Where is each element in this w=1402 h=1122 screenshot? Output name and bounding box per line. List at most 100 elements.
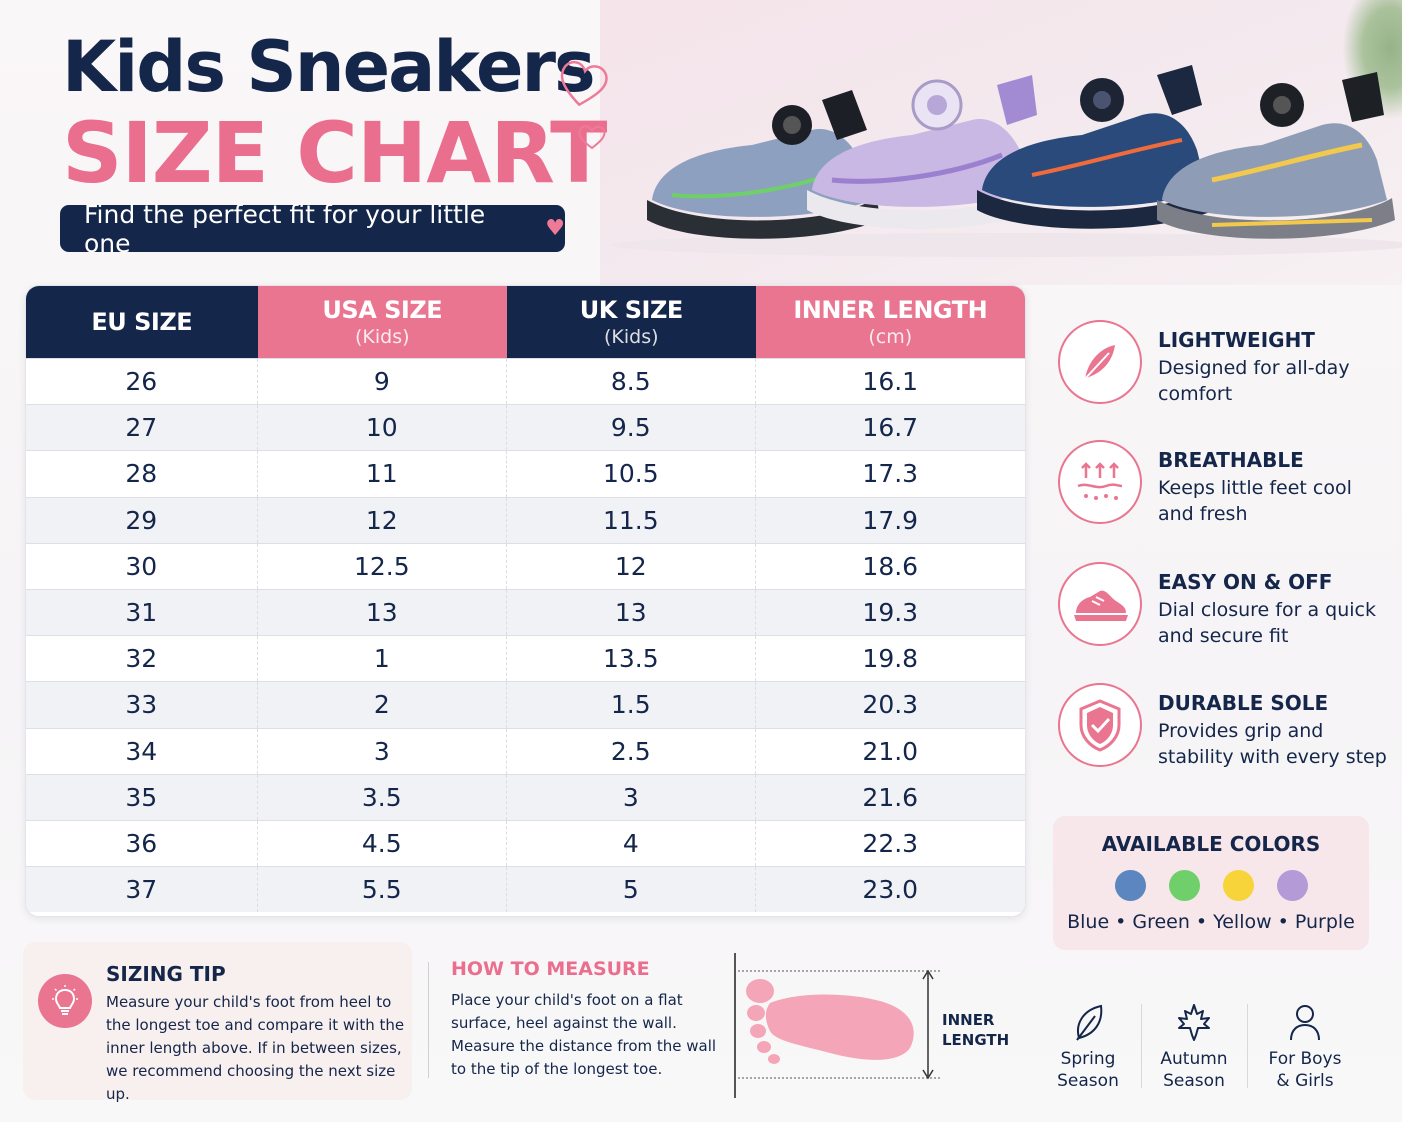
table-cell: 31 (26, 589, 258, 636)
feature-description: Dial closure for a quick and secure fit (1158, 599, 1376, 647)
column-header-uk: UK SIZE (Kids) (507, 286, 756, 358)
sneaker-icon (1074, 590, 1128, 621)
table-cell: 1 (258, 636, 508, 682)
table-row: 33 2 1.5 20.3 (26, 681, 1025, 728)
table-cell: 3 (258, 728, 508, 774)
table-cell: 35 (26, 774, 258, 820)
table-cell: 13 (258, 589, 508, 636)
tip-title: SIZING TIP (106, 962, 226, 986)
feather-icon (1082, 345, 1115, 382)
column-header-inner-length: INNER LENGTH (cm) (755, 286, 1025, 358)
color-name: Blue (1067, 911, 1110, 933)
table-cell: 1.5 (507, 682, 756, 728)
measure-line-1: Place your child's foot on a flat surfac… (451, 991, 683, 1032)
table-cell: 21.0 (862, 736, 919, 766)
color-names: Blue • Green • Yellow • Purple (1053, 911, 1369, 933)
feature-description: Keeps little feet cool and fresh (1158, 477, 1352, 525)
heart-icon: ♥ (545, 216, 565, 241)
table-cell: 4.5 (258, 820, 508, 867)
sizing-tip-panel: SIZING TIP Measure your child's foot fro… (23, 942, 412, 1103)
table-cell: 13.5 (507, 636, 756, 682)
table-cell: 5 (507, 867, 756, 913)
table-row: 29 12 11.5 17.9 (26, 496, 1025, 543)
table-cell: 16.1 (862, 367, 919, 397)
feature-description: Designed for all-day comfort (1158, 357, 1350, 405)
table-cell: 20.3 (862, 690, 919, 720)
color-name: Yellow (1213, 911, 1272, 933)
feature-title: DURABLE SOLE (1158, 691, 1329, 715)
feature-title: BREATHABLE (1158, 448, 1304, 472)
feature-breathable: BREATHABLE Keeps little feet cool and fr… (1058, 440, 1388, 530)
page-subtitle: SIZE CHART (62, 104, 607, 202)
colors-title: AVAILABLE COLORS (1101, 832, 1321, 856)
table-cell: 23.0 (862, 875, 919, 905)
color-swatch (1222, 870, 1254, 901)
heart-outline-small-icon (578, 125, 606, 150)
table-cell: 12 (258, 497, 508, 543)
tip-text: Measure your child's foot from heel to t… (106, 993, 405, 1103)
divider (428, 962, 429, 1078)
table-cell: 21.6 (862, 782, 919, 812)
divider (1247, 1004, 1248, 1088)
table-cell: 12.5 (258, 543, 508, 589)
table-cell: 11.5 (507, 497, 756, 543)
table-cell: 33 (26, 682, 258, 728)
table-cell: 19.8 (862, 644, 919, 674)
leaf-icon (1076, 1004, 1103, 1041)
table-cell: 16.7 (862, 413, 919, 443)
color-swatch (1168, 870, 1200, 901)
table-cell: 26 (26, 359, 258, 405)
table-cell: 30 (26, 543, 258, 589)
table-row: 28 11 10.5 17.3 (26, 450, 1025, 497)
table-row: 35 3.5 3 21.6 (26, 773, 1025, 820)
table-cell: 18.6 (862, 551, 919, 581)
table-cell: 32 (26, 636, 258, 682)
table-cell: 36 (26, 820, 258, 867)
table-cell: 2.5 (507, 728, 756, 774)
color-name: Green (1132, 911, 1190, 933)
table-cell: 19.3 (862, 598, 919, 628)
feature-easy-on-off: EASY ON & OFF Dial closure for a quick a… (1058, 562, 1388, 652)
measure-text: Place your child's foot on a flat surfac… (451, 989, 731, 1081)
for-boys-girls: For Boys & Girls (1255, 1000, 1355, 1092)
heart-outline-icon (560, 61, 608, 107)
size-table: EU SIZE USA SIZE (Kids) UK SIZE (Kids) I… (25, 285, 1026, 917)
table-row: 30 12.5 12 18.6 (26, 542, 1025, 589)
person-icon (1290, 1005, 1320, 1041)
sneakers-product-image (612, 65, 1402, 257)
table-row: 37 5.5 5 23.0 (26, 866, 1025, 913)
feature-title: EASY ON & OFF (1158, 570, 1333, 594)
divider (1141, 1004, 1142, 1088)
column-header-usa: USA SIZE (Kids) (257, 286, 508, 358)
table-row: 32 1 13.5 19.8 (26, 635, 1025, 682)
table-cell: 10 (258, 405, 508, 451)
table-row: 31 13 13 19.3 (26, 588, 1025, 636)
table-cell: 29 (26, 497, 258, 543)
lightbulb-icon (52, 985, 78, 1015)
color-name: Purple (1294, 911, 1355, 933)
feature-lightweight: LIGHTWEIGHT Designed for all-day comfort (1058, 320, 1388, 410)
feature-description: Provides grip and stability with every s… (1158, 720, 1387, 768)
available-colors-panel: AVAILABLE COLORS Blue • Green • Yellow • Purpl… (1053, 816, 1369, 950)
page-title: Kids Sneakers (62, 26, 596, 108)
feature-durable-sole: DURABLE SOLE Provides grip and stability… (1058, 683, 1388, 773)
season-autumn: Autumn Season (1144, 1000, 1244, 1092)
sneaker-navy (977, 65, 1215, 229)
table-cell: 12 (507, 543, 756, 589)
measure-title: HOW TO MEASURE (451, 958, 650, 980)
sneaker-yellow (1157, 72, 1395, 239)
table-cell: 4 (507, 820, 756, 867)
color-swatch (1276, 870, 1308, 901)
table-cell: 17.3 (862, 459, 919, 489)
feature-title: LIGHTWEIGHT (1158, 328, 1315, 352)
shield-check-icon (1079, 699, 1121, 752)
table-row: 36 4.5 4 22.3 (26, 819, 1025, 867)
season-spring: Spring Season (1038, 1000, 1138, 1092)
table-row: 26 9 8.5 16.1 (26, 358, 1025, 405)
table-cell: 13 (507, 589, 756, 636)
table-cell: 3.5 (258, 774, 508, 820)
table-cell: 2 (258, 682, 508, 728)
color-swatches (1053, 870, 1369, 901)
table-cell: 11 (258, 451, 508, 497)
table-cell: 8.5 (507, 359, 756, 405)
